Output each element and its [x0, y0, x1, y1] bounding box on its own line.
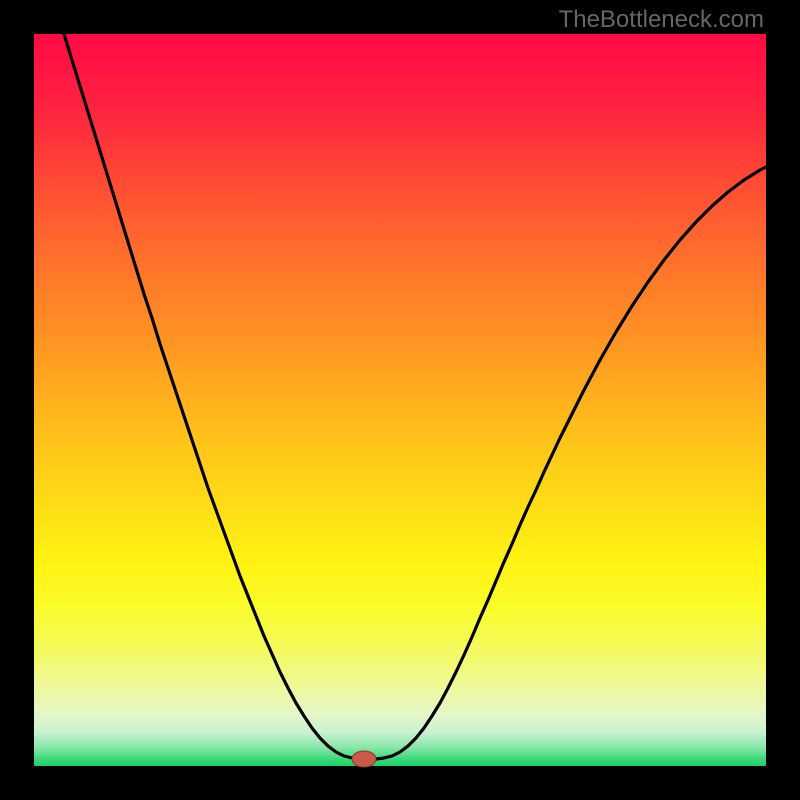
watermark-text: TheBottleneck.com	[559, 6, 764, 34]
optimum-marker	[352, 751, 376, 767]
bottleneck-curve	[64, 34, 766, 759]
plot-area	[34, 34, 766, 766]
curve-layer	[34, 34, 766, 766]
chart-frame: TheBottleneck.com	[0, 0, 800, 800]
